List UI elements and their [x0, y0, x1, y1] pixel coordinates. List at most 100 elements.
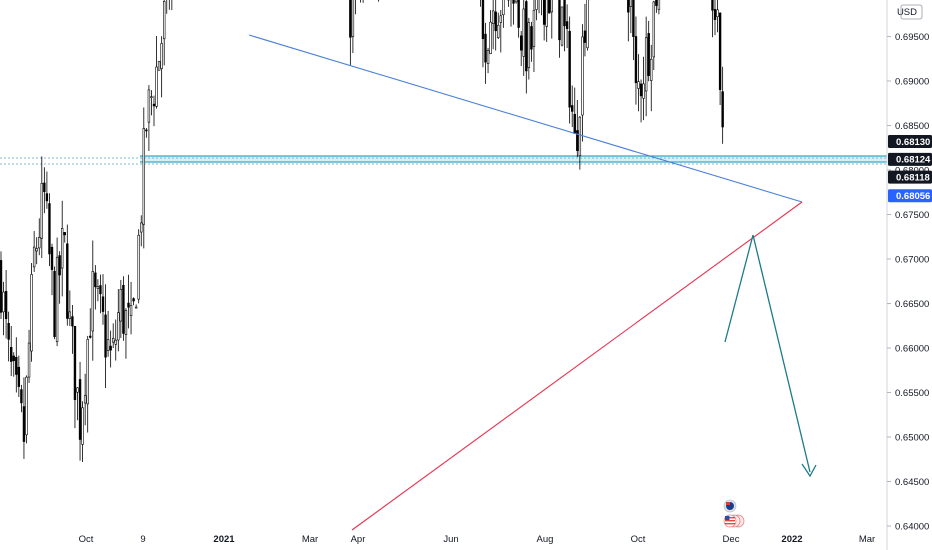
- candle-up: [351, 0, 355, 37]
- candle-up: [140, 222, 143, 233]
- candle-down: [568, 30, 571, 108]
- price-axis[interactable]: 0.64000 0.64500 0.65000 0.65500 0.66000 0.665…: [886, 0, 932, 550]
- candle-up: [112, 338, 115, 343]
- candle-up: [642, 83, 645, 99]
- candle-up: [491, 10, 495, 24]
- candle-up: [32, 246, 36, 268]
- candle-up: [157, 60, 161, 71]
- candle-up: [91, 271, 95, 332]
- candle-down: [512, 0, 515, 4]
- candle-down: [45, 193, 49, 202]
- event-markers[interactable]: [723, 499, 745, 528]
- candle-up: [581, 36, 584, 116]
- candle-up: [55, 256, 59, 342]
- price-badge: [888, 170, 932, 184]
- candle-down: [570, 105, 574, 112]
- candle-up: [142, 128, 145, 225]
- candle-down: [48, 203, 51, 255]
- candle-down: [530, 26, 533, 50]
- candle-up: [716, 9, 719, 18]
- support-zone: [0, 155, 887, 165]
- candle-down: [66, 243, 69, 319]
- time-tick-label: Aug: [537, 534, 554, 545]
- candle-down: [519, 35, 523, 51]
- candle-up: [652, 1, 656, 58]
- candle-down: [152, 103, 156, 107]
- candle-up: [129, 305, 133, 316]
- price-tick-label: 0.64500: [895, 477, 929, 488]
- candle-up: [137, 234, 140, 300]
- candle-up: [650, 58, 653, 81]
- candle-down: [548, 0, 551, 14]
- candle-down: [481, 0, 485, 39]
- candle-up: [134, 306, 138, 309]
- candle-up: [96, 286, 100, 289]
- candle-up: [35, 248, 38, 252]
- us-flag-icon[interactable]: [723, 514, 745, 528]
- candle-down: [10, 347, 13, 362]
- candle-down: [721, 91, 724, 128]
- candle-down: [655, 0, 658, 6]
- candle-down: [634, 36, 638, 84]
- candle-down: [63, 232, 66, 236]
- currency-label-box: [900, 4, 923, 20]
- time-tick-label: Oct: [631, 534, 646, 545]
- price-tick-label: 0.64000: [895, 522, 929, 533]
- candle-down: [639, 83, 643, 97]
- price-tick-label: 0.66500: [895, 299, 929, 310]
- candle-up: [30, 274, 33, 352]
- candle-down: [484, 33, 487, 63]
- candle-down: [517, 0, 520, 28]
- candle-up: [527, 22, 531, 68]
- time-tick-label: Dec: [723, 534, 740, 545]
- candle-down: [71, 316, 74, 327]
- price-badge-label: 0.68130: [896, 137, 930, 148]
- candle-down: [12, 355, 15, 361]
- candle-up: [497, 24, 500, 38]
- candle-down: [525, 1, 528, 72]
- candle-up: [40, 182, 44, 239]
- candle-up: [76, 387, 79, 393]
- candle-up: [27, 342, 31, 378]
- price-tick-label: 0.66000: [895, 344, 929, 355]
- time-tick-label: 9: [140, 534, 145, 545]
- candle-down: [558, 0, 561, 41]
- au-flag-icon[interactable]: [723, 499, 737, 513]
- time-tick-label: 2021: [213, 534, 235, 545]
- projection-arrowhead: [801, 463, 817, 478]
- candle-up: [119, 288, 123, 322]
- candle-down: [78, 379, 82, 440]
- candle-down: [43, 182, 46, 193]
- candle-up: [160, 43, 163, 69]
- candle-up: [560, 6, 564, 46]
- price-badge-label: 0.68118: [896, 172, 930, 183]
- candle-up: [550, 0, 554, 13]
- candle-up: [155, 66, 158, 107]
- candle-up: [637, 81, 640, 89]
- candle-down: [109, 345, 112, 351]
- candle-up: [578, 116, 582, 157]
- candle-down: [104, 314, 107, 358]
- candle-up: [502, 0, 505, 16]
- candle-up: [532, 9, 536, 47]
- candle-up: [114, 339, 117, 345]
- time-tick-label: Mar: [302, 534, 318, 545]
- candle-up: [60, 228, 64, 269]
- candle-down: [101, 296, 105, 312]
- candle-down: [494, 11, 497, 32]
- candle-up: [629, 0, 633, 7]
- time-axis[interactable]: Oct 9 2021 Mar Apr Jun Aug Oct Dec 2022 Mar: [79, 534, 876, 545]
- candle-down: [53, 270, 56, 337]
- candle-up: [68, 311, 72, 319]
- candle-down: [20, 389, 23, 404]
- candle-down: [50, 246, 54, 270]
- price-tick-label: 0.69500: [895, 32, 929, 43]
- support-band-fill: [140, 155, 887, 162]
- projection-path: [724, 234, 817, 478]
- time-tick-label: Jun: [443, 534, 458, 545]
- candle-down: [4, 291, 8, 320]
- candle-up: [535, 0, 538, 10]
- price-badge: [888, 189, 932, 203]
